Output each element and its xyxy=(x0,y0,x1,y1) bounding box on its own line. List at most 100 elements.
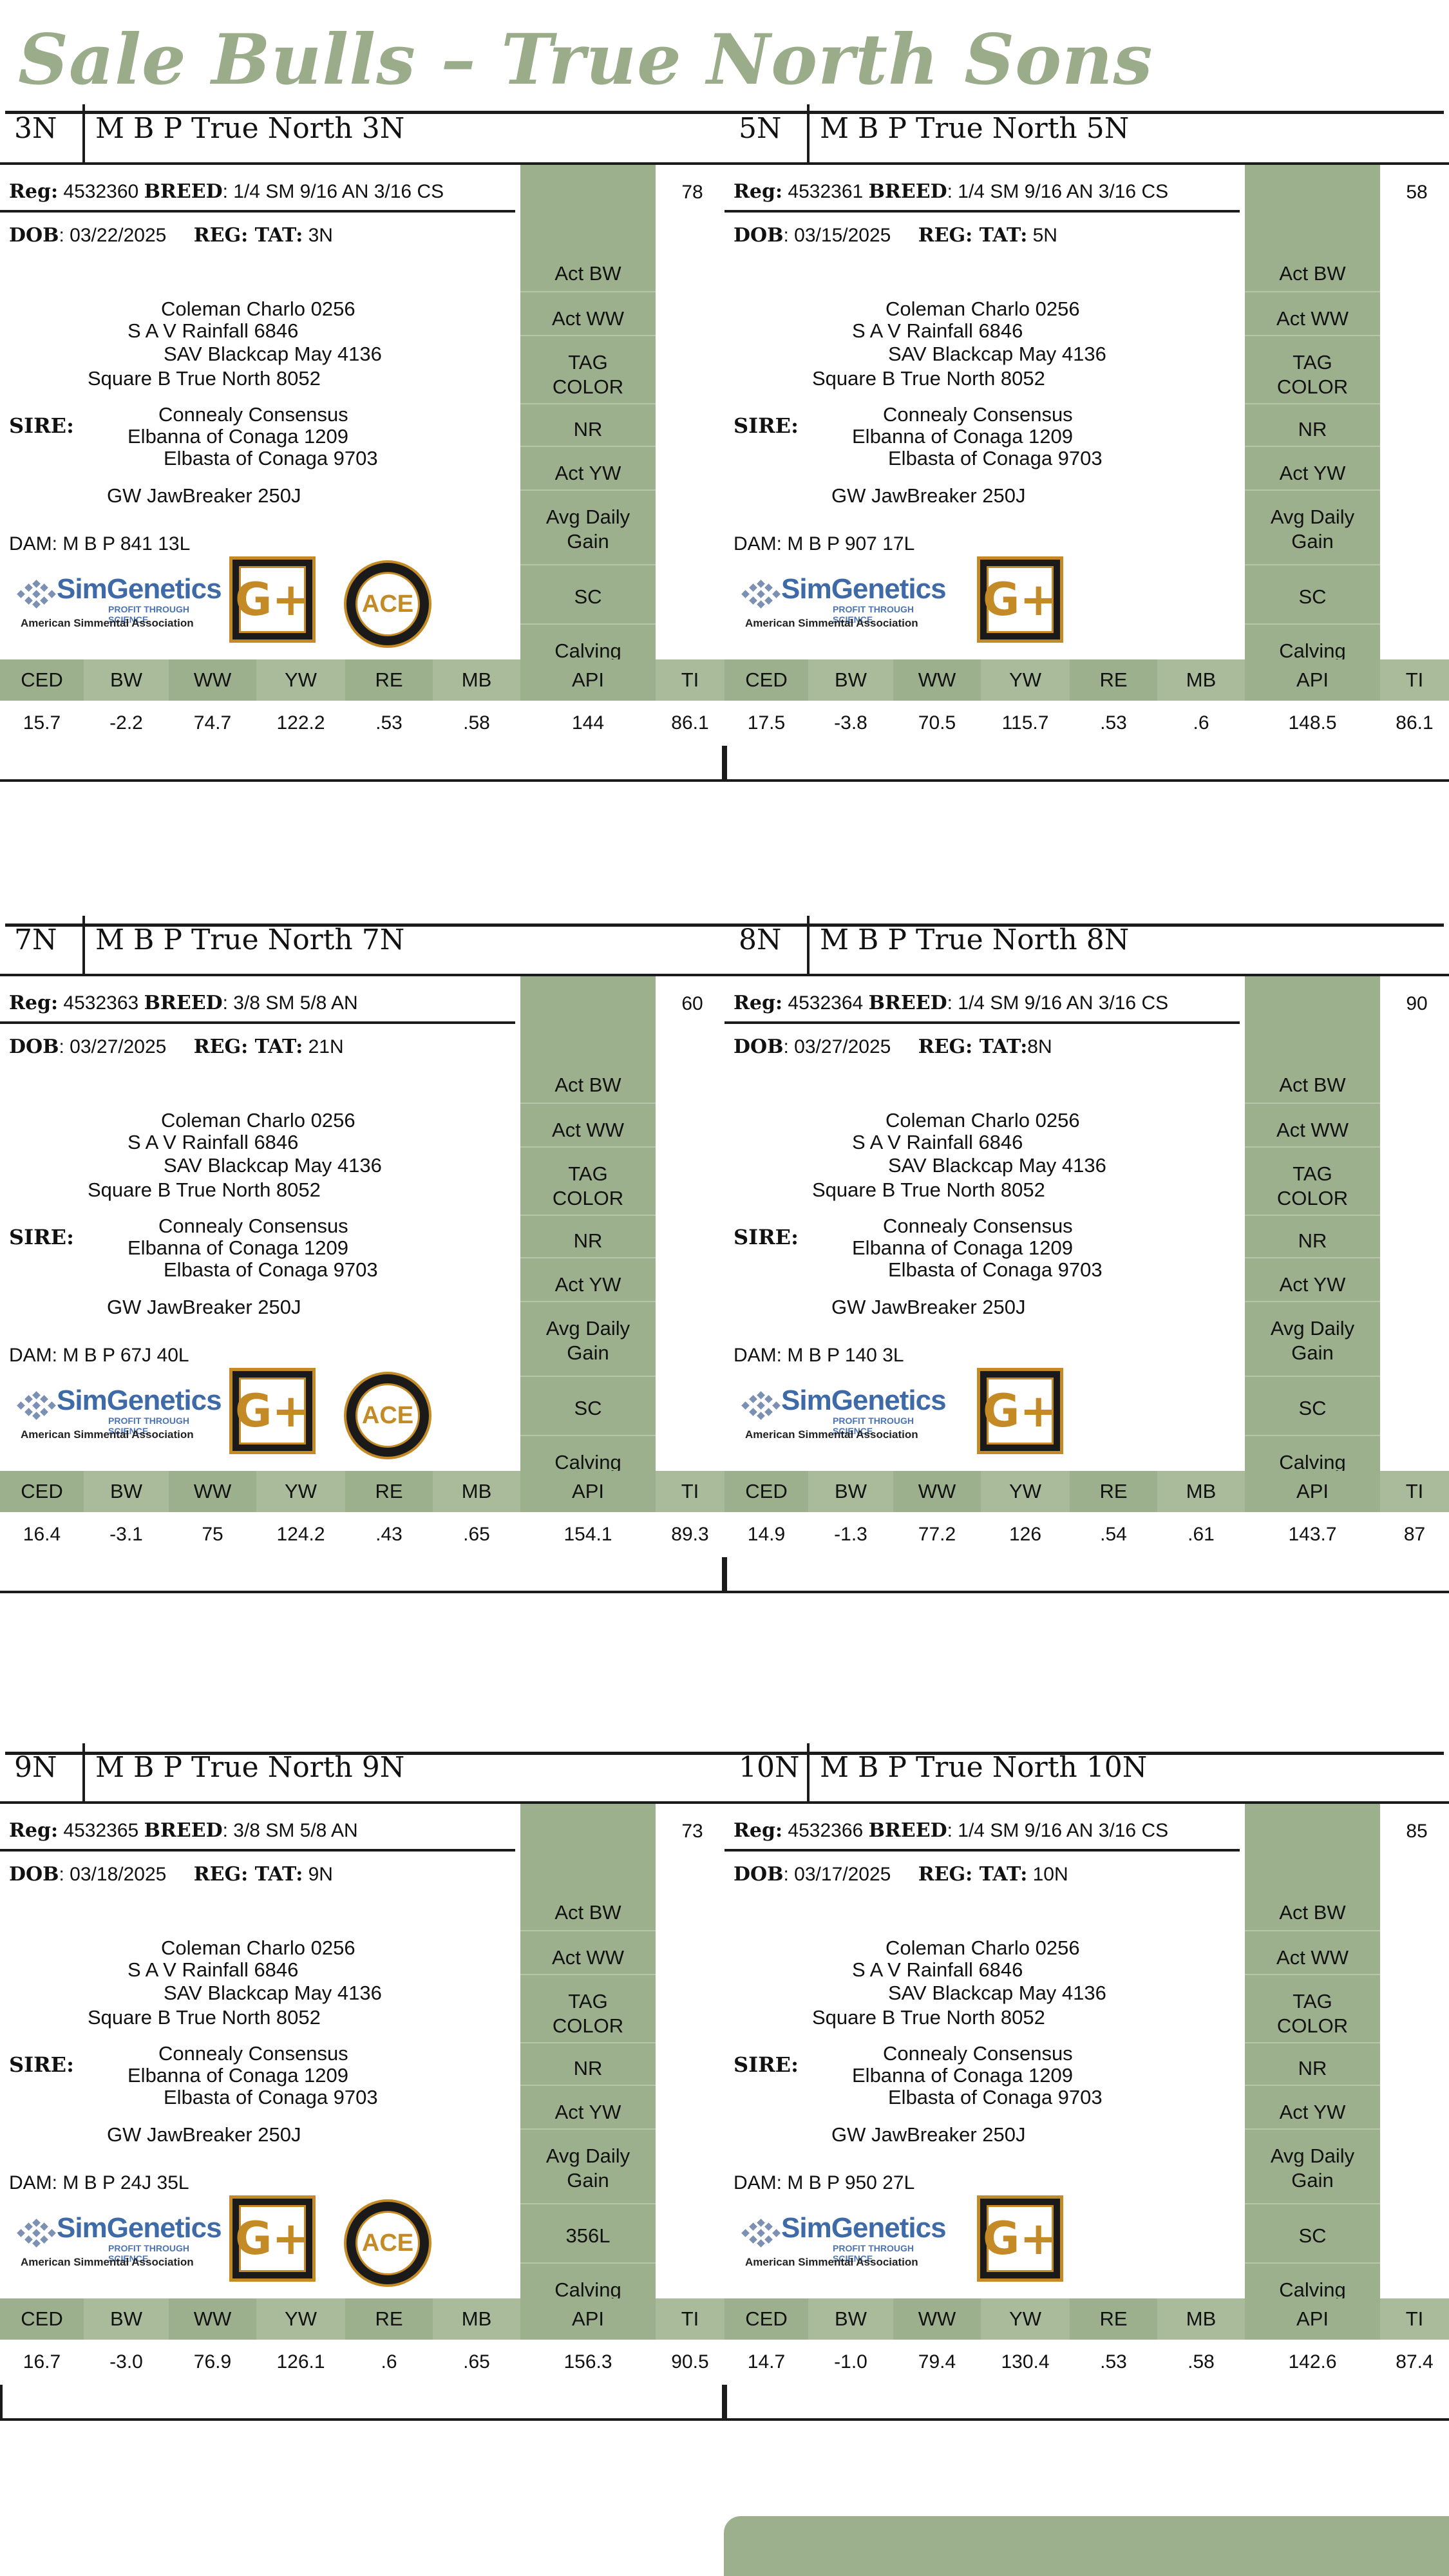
reg-number: 4532361 xyxy=(788,181,863,202)
epd-header: WW xyxy=(893,1471,981,1512)
sire-label: SIRE: xyxy=(9,1225,74,1249)
bull-card: 8N M B P True North 8N Reg: 4532364 BREE… xyxy=(724,895,1449,1526)
side-label: Act BW xyxy=(1245,261,1380,286)
pedigree-sdd: Elbasta of Conaga 9703 xyxy=(888,1258,1103,1282)
epd-value: 87.4 xyxy=(1380,2346,1449,2378)
epd-value: 115.7 xyxy=(981,707,1070,739)
pedigree-ssd: SAV Blackcap May 4136 xyxy=(164,343,382,366)
epd-header: YW xyxy=(256,1471,345,1512)
genomic-plus-badge-icon: G+ xyxy=(977,556,1063,643)
dob-line: DOB: 03/18/2025 REG: TAT: 9N xyxy=(9,1863,333,1886)
side-label: TAG COLOR xyxy=(520,1162,656,1211)
epd-value: 75 xyxy=(169,1519,256,1551)
side-label: Act WW xyxy=(1245,307,1380,331)
side-label: Act WW xyxy=(520,1118,656,1142)
simgenetics-logo: SimGenetics PROFIT THROUGH SCIENCE Ameri… xyxy=(18,1383,205,1443)
dam-value: M B P 950 27L xyxy=(787,2172,914,2193)
dob-value: : 03/18/2025 xyxy=(59,1864,167,1885)
reg-number: 4532364 xyxy=(788,992,863,1014)
breed-value: : 3/8 SM 5/8 AN xyxy=(223,1820,358,1841)
side-label-sc: SC xyxy=(520,585,656,609)
pedigree-sds: Connealy Consensus xyxy=(158,2042,348,2065)
pedigree-ssd: SAV Blackcap May 4136 xyxy=(164,1982,382,2005)
simgenetics-dots-icon xyxy=(743,2220,779,2246)
performance-side-panel: Act BW Act WW TAG COLOR NR Act YW Avg Daily G… xyxy=(520,1804,656,2298)
epd-header: MB xyxy=(433,659,520,701)
epd-value: 126 xyxy=(981,1519,1070,1551)
bull-tag: 8N xyxy=(739,923,782,956)
pedigree-sd: Elbanna of Conaga 1209 xyxy=(128,1236,348,1260)
epd-header-bar: CED BW WW YW RE MB API TI xyxy=(724,2298,1449,2340)
epd-header: MB xyxy=(433,1471,520,1512)
pedigree-sss: Coleman Charlo 0256 xyxy=(886,1109,1080,1132)
sire-label: SIRE: xyxy=(734,2052,799,2077)
epd-header: API xyxy=(520,1471,656,1512)
epd-value: .65 xyxy=(433,2346,520,2378)
epd-header: BW xyxy=(84,2298,169,2340)
tat-value: 9N xyxy=(303,1864,333,1885)
epd-value: .65 xyxy=(433,1519,520,1551)
simgenetics-dots-icon xyxy=(743,581,779,607)
epd-value: .58 xyxy=(1157,2346,1245,2378)
side-label: Avg Daily Gain xyxy=(1245,1316,1380,1365)
pedigree-sd: Elbanna of Conaga 1209 xyxy=(852,425,1073,448)
epd-header: WW xyxy=(893,2298,981,2340)
reg-breed-line: Reg: 4532360 BREED: 1/4 SM 9/16 AN 3/16 … xyxy=(9,180,444,203)
side-label-sc: SC xyxy=(1245,1396,1380,1421)
pedigree-sdd: Elbasta of Conaga 9703 xyxy=(888,447,1103,470)
side-label: Act YW xyxy=(520,2100,656,2125)
side-label: Act YW xyxy=(520,461,656,486)
sire-label: SIRE: xyxy=(734,1225,799,1249)
epd-header-bar: CED BW WW YW RE MB API TI xyxy=(0,1471,724,1512)
dam-value: M B P 841 13L xyxy=(62,533,190,554)
epd-header: WW xyxy=(893,659,981,701)
epd-header: TI xyxy=(1380,1471,1449,1512)
epd-header: MB xyxy=(433,2298,520,2340)
sire-label: SIRE: xyxy=(9,413,74,438)
pedigree-sdd: Elbasta of Conaga 9703 xyxy=(888,2086,1103,2109)
pedigree-ss: S A V Rainfall 6846 xyxy=(852,1958,1023,1982)
epd-value: 17.5 xyxy=(724,707,808,739)
side-label: Act BW xyxy=(520,261,656,286)
performance-side-panel: Act BW Act WW TAG COLOR NR Act YW Avg Daily G… xyxy=(1245,165,1380,659)
pedigree-sss: Coleman Charlo 0256 xyxy=(886,298,1080,321)
pedigree-dam-sire: GW JawBreaker 250J xyxy=(831,1296,1026,1319)
epd-value: 124.2 xyxy=(256,1519,345,1551)
pedigree-sss: Coleman Charlo 0256 xyxy=(161,1109,355,1132)
dam-line: DAM: M B P 907 17L xyxy=(734,533,914,555)
epd-value: 156.3 xyxy=(520,2346,656,2378)
simgenetics-dots-icon xyxy=(18,581,54,607)
footer-green-panel xyxy=(724,2516,1449,2576)
bull-tag: 7N xyxy=(14,923,57,956)
epd-value: 143.7 xyxy=(1245,1519,1380,1551)
side-label: NR xyxy=(1245,2056,1380,2081)
pedigree-sss: Coleman Charlo 0256 xyxy=(886,1937,1080,1960)
epd-value: 77.2 xyxy=(893,1519,981,1551)
side-label: NR xyxy=(520,417,656,442)
epd-header: BW xyxy=(808,659,893,701)
act-bw-value: 78 xyxy=(667,182,717,204)
epd-value: -1.3 xyxy=(808,1519,893,1551)
reg-breed-line: Reg: 4532364 BREED: 1/4 SM 9/16 AN 3/16 … xyxy=(734,992,1168,1014)
pedigree-dam-sire: GW JawBreaker 250J xyxy=(107,1296,301,1319)
epd-header: TI xyxy=(656,659,724,701)
breed-value: : 1/4 SM 9/16 AN 3/16 CS xyxy=(947,181,1169,202)
dob-line: DOB: 03/17/2025 REG: TAT: 10N xyxy=(734,1863,1068,1886)
pedigree-sdd: Elbasta of Conaga 9703 xyxy=(164,1258,378,1282)
side-label: Avg Daily Gain xyxy=(1245,2144,1380,2193)
breed-value: : 1/4 SM 9/16 AN 3/16 CS xyxy=(947,1820,1169,1841)
side-label-sc: SC xyxy=(520,1396,656,1421)
pedigree-sire: Square B True North 8052 xyxy=(812,367,1045,390)
pedigree-ss: S A V Rainfall 6846 xyxy=(852,319,1023,343)
pedigree-sd: Elbanna of Conaga 1209 xyxy=(128,425,348,448)
breed-value: : 3/8 SM 5/8 AN xyxy=(223,992,358,1014)
reg-number: 4532360 xyxy=(63,181,138,202)
bull-name: M B P True North 5N xyxy=(820,112,1129,145)
epd-value: -3.8 xyxy=(808,707,893,739)
pedigree-sire: Square B True North 8052 xyxy=(88,367,321,390)
pedigree-sd: Elbanna of Conaga 1209 xyxy=(128,2064,348,2087)
pedigree-ss: S A V Rainfall 6846 xyxy=(128,1958,298,1982)
epd-value: 142.6 xyxy=(1245,2346,1380,2378)
bull-name: M B P True North 9N xyxy=(95,1751,404,1784)
side-label: TAG COLOR xyxy=(1245,350,1380,399)
